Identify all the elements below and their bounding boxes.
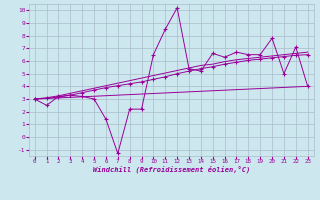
- X-axis label: Windchill (Refroidissement éolien,°C): Windchill (Refroidissement éolien,°C): [92, 166, 250, 173]
